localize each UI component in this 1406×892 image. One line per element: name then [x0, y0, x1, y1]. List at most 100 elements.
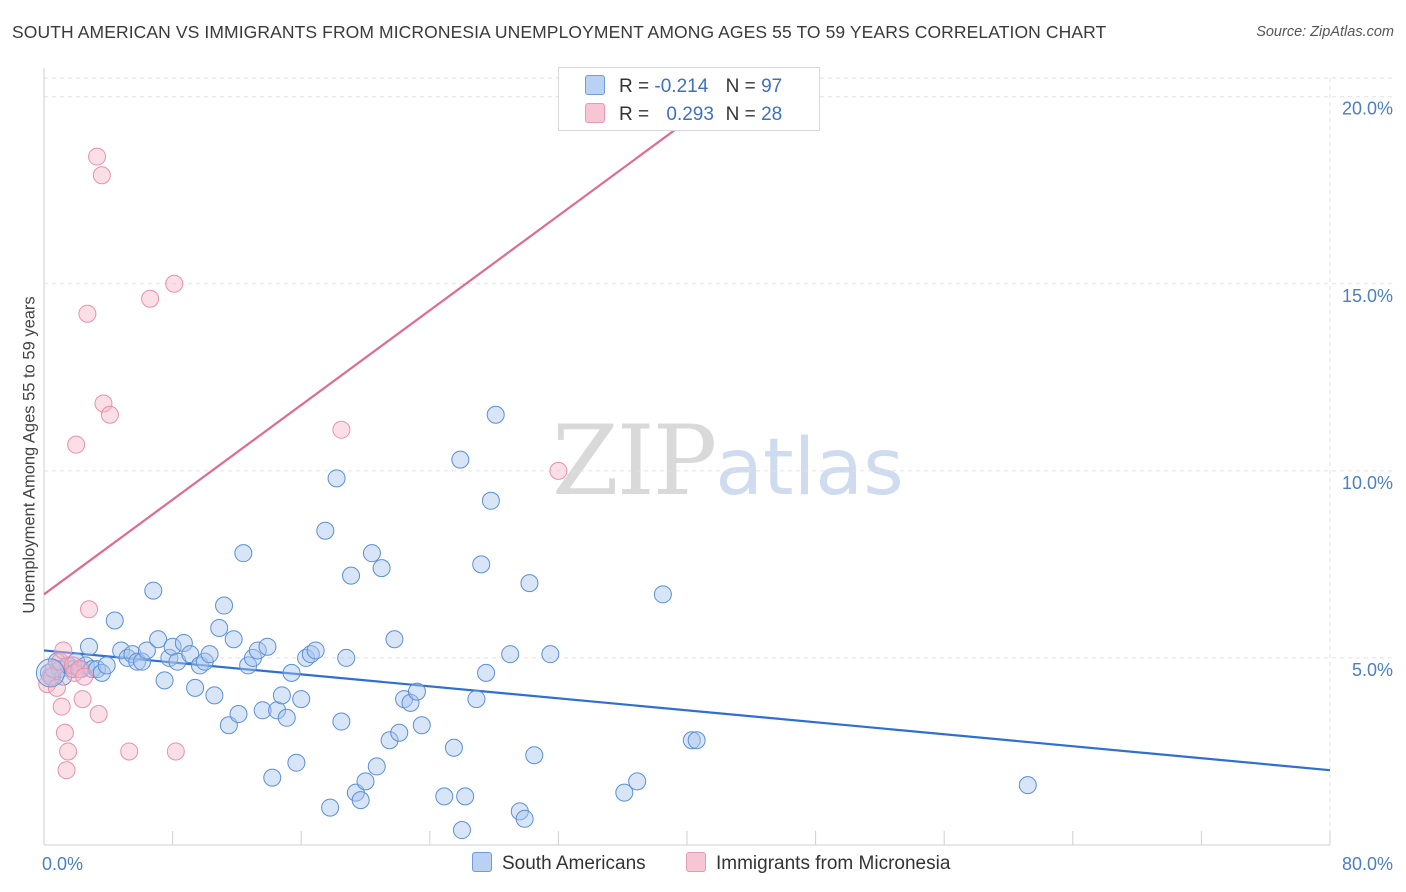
south-americans-point: [401, 693, 420, 712]
south-americans-point: [472, 555, 491, 574]
south-americans-point: [272, 686, 291, 705]
micronesia-point: [80, 600, 99, 619]
south-americans-point: [321, 798, 340, 817]
bottom-legend-label: Immigrants from Micronesia: [716, 853, 951, 874]
south-americans-point: [332, 712, 351, 731]
legend-swatch-blue: [585, 75, 605, 95]
south-americans-point: [356, 772, 375, 791]
bottom-legend-label: South Americans: [502, 853, 646, 874]
micronesia-point: [54, 641, 73, 660]
south-americans-point: [435, 787, 454, 806]
south-americans-point: [351, 791, 370, 810]
micronesia-point: [166, 742, 185, 761]
bottom-legend-swatch-blue: [472, 852, 492, 872]
bottom-legend-swatch-pink: [686, 852, 706, 872]
south-americans-point: [205, 686, 224, 705]
south-americans-point: [277, 708, 296, 727]
data-points: [35, 147, 1037, 840]
legend-r-value: 0.293: [666, 104, 714, 125]
axes: [43, 68, 1331, 846]
micronesia-point: [92, 166, 111, 185]
micronesia-point: [141, 289, 160, 308]
micronesia-point: [165, 274, 184, 293]
y-tick-label: 15.0%: [1342, 286, 1393, 306]
micronesia-point: [57, 761, 76, 780]
bottom-legend-south-americans: South Americans: [472, 852, 646, 875]
south-americans-point: [628, 772, 647, 791]
south-americans-point: [105, 611, 124, 630]
south-americans-point: [385, 630, 404, 649]
south-americans-point: [407, 682, 426, 701]
south-americans-point: [412, 716, 431, 735]
micronesia-point: [44, 660, 63, 679]
watermark: ZIPatlas: [552, 405, 904, 517]
south-americans-point: [229, 705, 248, 724]
legend-swatch-pink: [585, 103, 605, 123]
legend-n-value: 28: [761, 104, 783, 125]
micronesia-trend-line: [43, 120, 688, 596]
correlation-legend: R = -0.214 N = 97 R = 0.293 N = 28: [558, 67, 820, 131]
south-americans-point: [258, 637, 277, 656]
south-americans-point: [515, 809, 534, 828]
micronesia-point: [78, 304, 97, 323]
south-americans-point: [541, 645, 560, 664]
x-tick-label-max: 80.0%: [1342, 854, 1393, 874]
legend-n-label: N =: [725, 76, 756, 97]
south-americans-point: [248, 641, 267, 660]
micronesia-point: [67, 435, 86, 454]
south-americans-point-cluster: [35, 658, 65, 688]
south-americans-point: [653, 585, 672, 604]
south-americans-point: [137, 641, 156, 660]
south-americans-point: [327, 469, 346, 488]
south-americans-point: [149, 630, 168, 649]
south-americans-point: [342, 566, 361, 585]
south-americans-point: [174, 633, 193, 652]
south-americans-point: [112, 641, 131, 660]
legend-n-value: 97: [761, 76, 783, 97]
micronesia-point: [55, 723, 74, 742]
legend-r-label: R =: [619, 104, 650, 125]
south-americans-point: [525, 746, 544, 765]
trend-lines: [43, 77, 1331, 772]
micronesia-point: [100, 405, 119, 424]
south-americans-point: [367, 757, 386, 776]
south-americans-point: [292, 690, 311, 709]
south-americans-point: [1018, 776, 1037, 795]
south-americans-point: [215, 596, 234, 615]
south-americans-point: [144, 581, 163, 600]
micronesia-point: [73, 690, 92, 709]
south-americans-point: [282, 663, 301, 682]
legend-r-value: -0.214: [654, 76, 709, 97]
south-americans-point: [486, 405, 505, 424]
south-americans-point: [287, 753, 306, 772]
micronesia-point: [47, 678, 66, 697]
micronesia-point: [94, 394, 113, 413]
south-americans-point: [501, 645, 520, 664]
south-americans-point: [186, 678, 205, 697]
source-label: Source: ZipAtlas.com: [1256, 24, 1394, 40]
micronesia-point: [59, 742, 78, 761]
micronesia-point: [332, 420, 351, 439]
south-americans-point: [444, 738, 463, 757]
south-americans-point: [316, 521, 335, 540]
south-americans-trend-line: [43, 649, 1331, 772]
south-americans-point: [234, 544, 253, 563]
y-tick-label: 5.0%: [1352, 660, 1393, 680]
south-americans-point: [80, 637, 99, 656]
micronesia-point: [120, 742, 139, 761]
south-americans-point: [200, 645, 219, 664]
y-tick-label: 10.0%: [1342, 473, 1393, 493]
bottom-legend-micronesia: Immigrants from Micronesia: [686, 852, 950, 875]
micronesia-point: [75, 667, 94, 686]
south-americans-point: [452, 821, 471, 840]
south-americans-point: [380, 731, 399, 750]
grid-lines: [44, 77, 1392, 845]
watermark-atlas: atlas: [715, 423, 904, 513]
south-americans-point: [372, 559, 391, 578]
legend-n-label: N =: [725, 104, 756, 125]
south-americans-point: [477, 663, 496, 682]
south-americans-point: [390, 723, 409, 742]
south-americans-point: [362, 544, 381, 563]
south-americans-point: [210, 618, 229, 637]
